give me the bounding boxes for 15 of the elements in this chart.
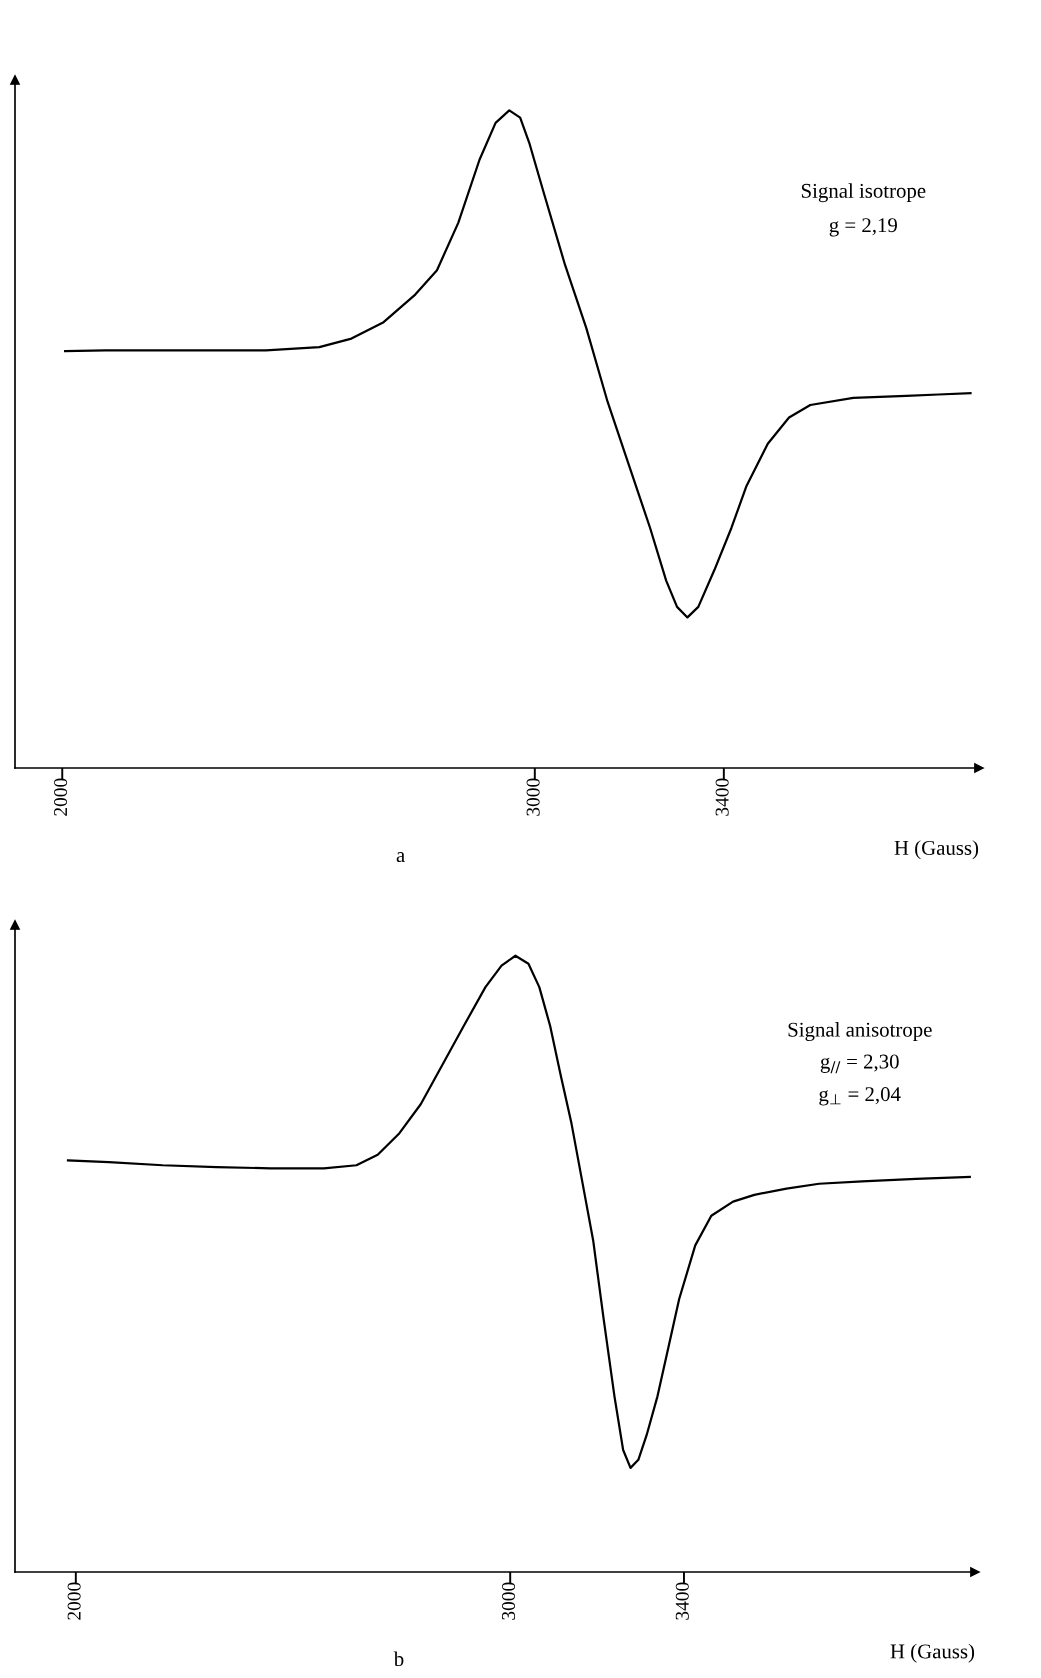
x-tick-label: 2000 — [67, 1582, 81, 1620]
annotation: g$_{⊥}$ = 2,04 — [819, 1087, 901, 1106]
annotation: g = 2,19 — [829, 218, 897, 237]
annotation: g$_{//}$ = 2,30 — [820, 1054, 899, 1074]
x-axis-title: H (Gauss) — [894, 840, 979, 860]
x-tick-label: 3400 — [675, 1582, 689, 1620]
annotation: Signal isotrope — [801, 183, 926, 203]
x-axis-title: H (Gauss) — [890, 1643, 975, 1663]
x-tick-label: 3000 — [501, 1582, 516, 1620]
x-tick-label: 2000 — [54, 778, 68, 816]
x-tick-label: 3000 — [526, 778, 540, 816]
text: b — [393, 1651, 404, 1667]
annotation: Signal anisotrope — [788, 1022, 932, 1041]
x-tick-label: 3400 — [715, 778, 729, 816]
text: a — [396, 852, 405, 863]
